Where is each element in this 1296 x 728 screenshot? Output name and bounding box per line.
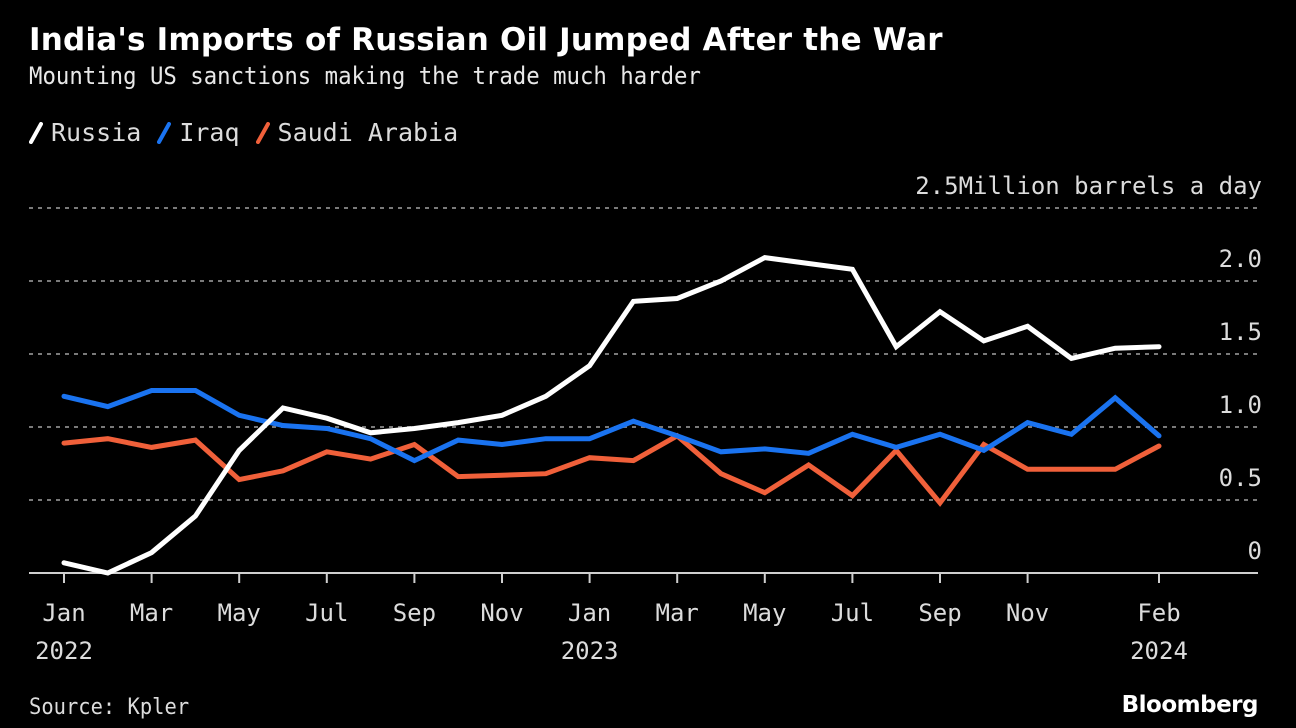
bloomberg-logo: Bloomberg — [1121, 692, 1259, 718]
y-tick-label: 1.5 — [1219, 318, 1262, 346]
legend-swatch-iraq-icon — [157, 121, 172, 144]
legend-label-russia: Russia — [51, 118, 142, 147]
y-tick-label: 1.0 — [1219, 391, 1262, 419]
y-tick-label: 2.0 — [1219, 245, 1262, 273]
x-tick-label: Mar — [656, 599, 699, 627]
x-tick-year: 2024 — [1130, 637, 1188, 665]
series-line-iraq — [61, 388, 1162, 464]
x-tick-label: May — [218, 599, 261, 627]
x-tick-label: May — [743, 599, 786, 627]
x-tick-label: Feb — [1137, 599, 1180, 627]
legend-label-iraq: Iraq — [179, 118, 240, 147]
y-axis-labels: 2.5Million barrels a day 2.0 1.5 1.0 0.5 0 — [915, 172, 1262, 565]
legend-item-russia: Russia — [29, 118, 141, 147]
x-tick-label: Jul — [305, 599, 348, 627]
series-line-russia — [61, 255, 1162, 576]
x-tick-label: Sep — [393, 599, 436, 627]
x-tick-label: Nov — [480, 599, 523, 627]
x-tick-label: Nov — [1006, 599, 1049, 627]
x-tick-label: Mar — [130, 599, 173, 627]
source-note: Source: Kpler — [29, 695, 190, 720]
y-tick-label: 2.5Million barrels a day — [915, 172, 1262, 200]
x-tick-year: 2022 — [35, 637, 93, 665]
legend-label-saudi-arabia: Saudi Arabia — [277, 118, 459, 147]
y-tick-label: 0.5 — [1219, 464, 1262, 492]
x-tick-label: Sep — [918, 599, 961, 627]
legend-item-saudi-arabia: Saudi Arabia — [255, 118, 459, 147]
y-tick-label: 0 — [1248, 537, 1262, 565]
legend-swatch-russia-icon — [29, 121, 43, 144]
x-tick-label: Jan — [42, 599, 85, 627]
x-tick-label: Jan — [568, 599, 611, 627]
x-axis: Jan 2022 Mar May Jul Sep Nov Jan 2023 Mar May Jul Se… — [29, 572, 1258, 665]
chart-title: India's Imports of Russian Oil Jumped Af… — [29, 22, 943, 58]
x-tick-label: Jul — [831, 599, 874, 627]
chart-subtitle: Mounting US sanctions making the trade m… — [29, 62, 701, 90]
legend-swatch-saudi-arabia-icon — [255, 121, 270, 144]
series-lines — [61, 255, 1162, 576]
series-line-saudi-arabia — [61, 432, 1162, 507]
legend: Russia Iraq Saudi Arabia — [29, 118, 474, 147]
x-tick-year: 2023 — [561, 637, 619, 665]
legend-item-iraq: Iraq — [157, 118, 240, 147]
